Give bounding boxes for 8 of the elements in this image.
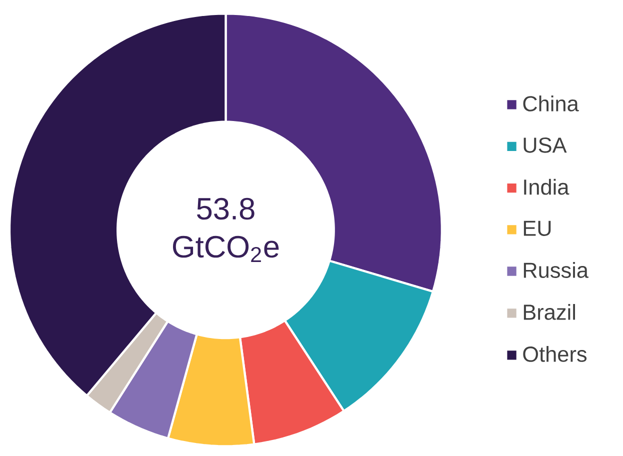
- legend-label: Russia: [524, 262, 588, 278]
- legend-label: Others: [523, 346, 587, 362]
- legend-label: China: [523, 96, 579, 112]
- legend-label: USA: [524, 138, 567, 153]
- text: 53.8 GtCO$_{2}$e: [172, 198, 279, 262]
- legend-label: India: [524, 179, 570, 195]
- legend-label: EU: [524, 221, 551, 236]
- legend-label: Brazil: [524, 304, 575, 320]
